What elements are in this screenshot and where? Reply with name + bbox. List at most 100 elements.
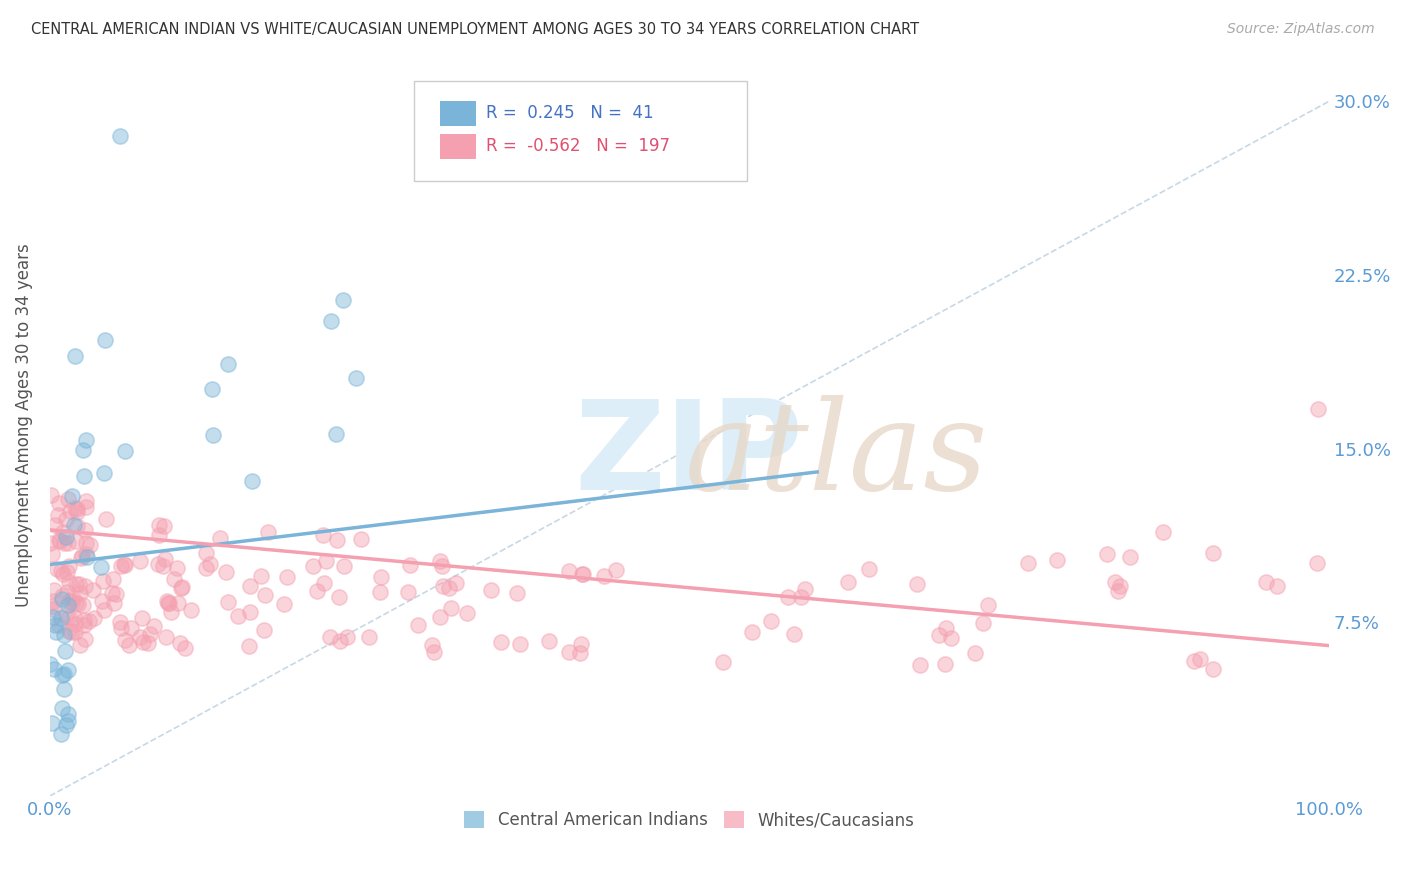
Point (65, 533, 87, 548)
Point (156, 594, 179, 608)
Point (103, 596, 125, 610)
Point (53, 628, 76, 642)
Point (51, 589, 73, 603)
Point (66, 597, 89, 611)
Point (538, 634, 561, 648)
Point (65, 576, 87, 591)
Point (908, 658, 931, 673)
Point (39, 536, 62, 550)
Point (1095, 547, 1118, 561)
Point (572, 566, 595, 581)
Point (217, 357, 239, 371)
Point (711, 655, 734, 669)
Point (741, 625, 763, 640)
Point (42, 594, 65, 608)
Point (60, 489, 83, 503)
Point (53, 667, 76, 681)
Point (571, 566, 593, 581)
Point (1202, 546, 1225, 560)
Point (1182, 654, 1205, 668)
Point (939, 632, 962, 646)
Point (44, 518, 66, 533)
Point (174, 641, 197, 656)
Point (118, 638, 141, 652)
Point (794, 582, 817, 596)
Point (569, 646, 592, 660)
Point (1152, 524, 1174, 539)
Point (166, 596, 188, 610)
FancyBboxPatch shape (415, 81, 747, 181)
Point (934, 657, 956, 672)
Point (1202, 661, 1225, 675)
Point (58, 594, 80, 608)
Point (75, 632, 97, 647)
Point (1118, 550, 1140, 565)
Point (315, 553, 337, 567)
Point (778, 590, 800, 604)
Point (558, 645, 581, 659)
Text: Source: ZipAtlas.com: Source: ZipAtlas.com (1227, 22, 1375, 37)
Point (214, 566, 236, 580)
Point (1046, 553, 1069, 567)
Point (70, 551, 93, 566)
Point (432, 558, 454, 573)
Point (76, 550, 98, 565)
Point (69, 586, 91, 600)
Point (592, 569, 614, 583)
Point (63, 616, 86, 631)
Point (48, 508, 70, 523)
Point (1306, 556, 1329, 570)
Point (60, 593, 83, 607)
Point (83, 611, 105, 625)
Point (166, 561, 188, 575)
Point (49, 565, 72, 579)
Point (105, 587, 128, 601)
Point (344, 371, 367, 385)
Point (481, 582, 503, 597)
Point (55, 718, 77, 732)
Point (93, 334, 115, 348)
Point (55, 608, 77, 623)
FancyBboxPatch shape (440, 135, 475, 159)
Point (312, 576, 335, 591)
Point (55, 584, 77, 599)
Point (58, 558, 80, 573)
Point (1109, 579, 1132, 593)
Point (51, 592, 73, 607)
Point (456, 606, 478, 620)
Point (153, 518, 176, 533)
Point (935, 621, 957, 635)
Point (928, 628, 950, 642)
Point (72, 598, 94, 612)
Point (114, 558, 136, 572)
Point (89, 560, 111, 574)
Point (120, 622, 142, 636)
Point (82, 582, 104, 597)
Point (146, 557, 169, 571)
Point (79, 614, 101, 628)
Point (56, 566, 79, 580)
Point (51, 668, 73, 682)
Point (73, 523, 96, 537)
Point (370, 585, 392, 599)
Point (420, 638, 443, 652)
Point (1107, 583, 1129, 598)
Point (444, 575, 467, 590)
Point (48, 496, 70, 510)
Point (160, 605, 183, 619)
Point (195, 560, 218, 574)
Point (491, 635, 513, 649)
Point (432, 579, 454, 593)
Point (239, 579, 262, 593)
Point (42, 583, 65, 598)
Point (319, 630, 342, 644)
Point (202, 427, 225, 442)
Point (56, 707, 79, 722)
Point (139, 627, 162, 641)
Point (114, 444, 136, 458)
Point (73, 613, 96, 627)
Point (75, 433, 97, 447)
Point (605, 563, 627, 577)
Point (110, 559, 132, 574)
Point (39, 488, 62, 502)
